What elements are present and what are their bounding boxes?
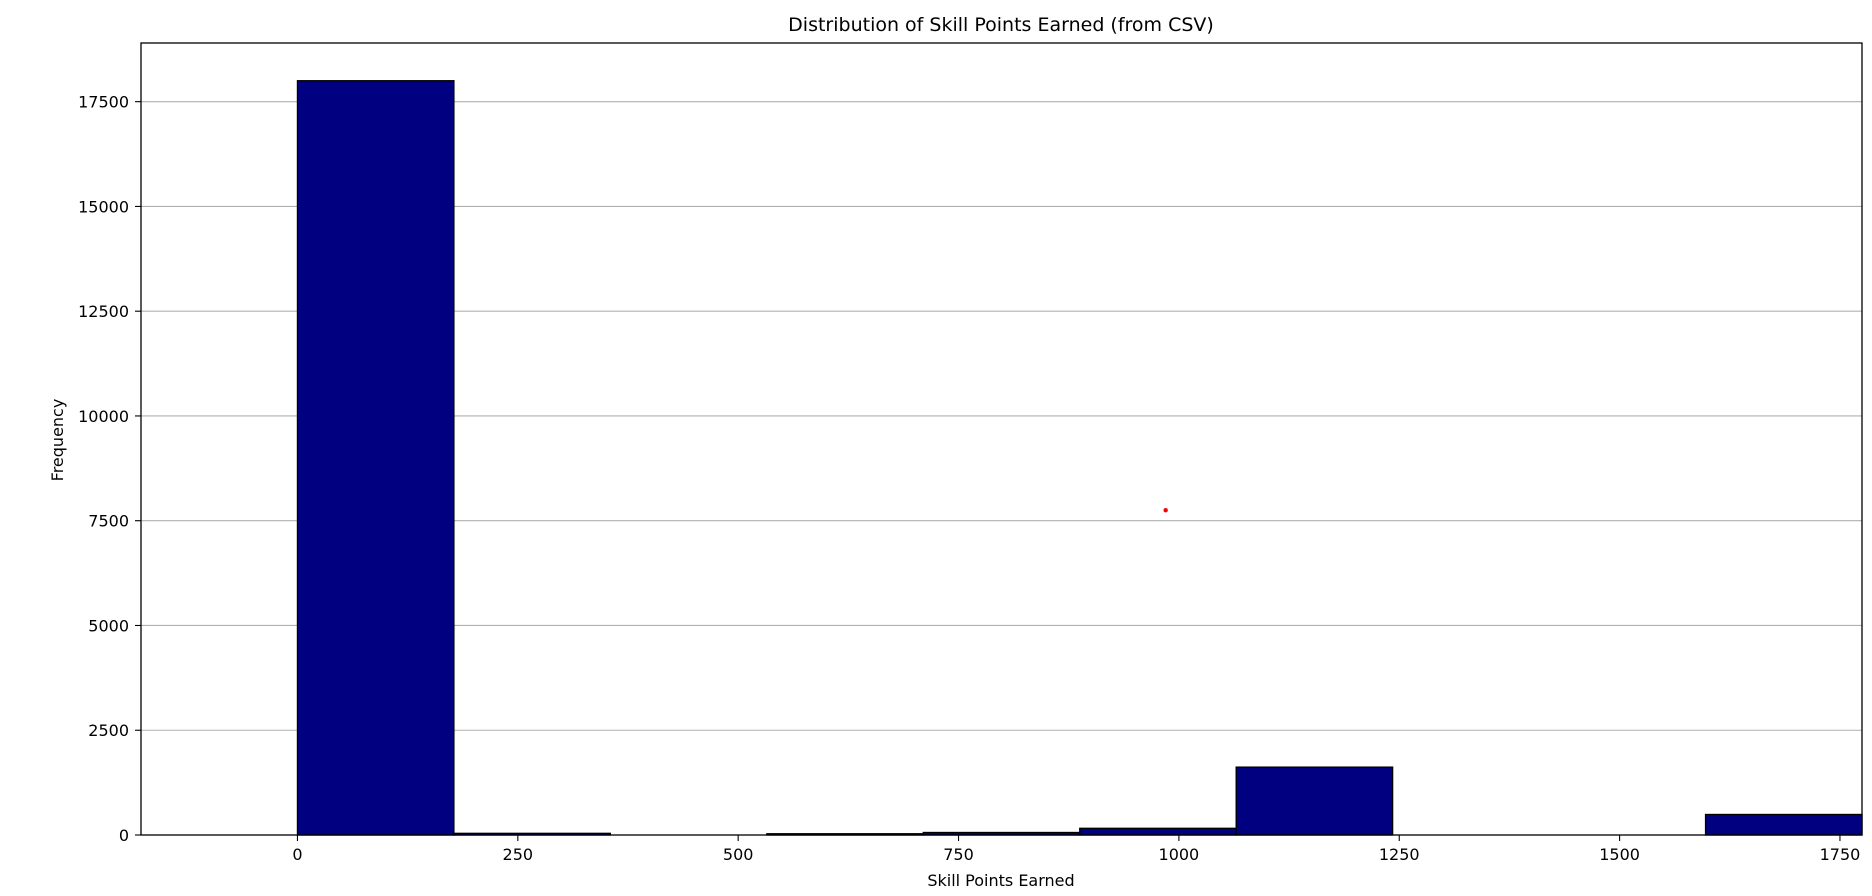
- y-tick-label: 10000: [78, 407, 129, 426]
- y-tick-label: 2500: [88, 721, 129, 740]
- y-tick-label: 17500: [78, 93, 129, 112]
- y-tick-label: 5000: [88, 616, 129, 635]
- plot-frame: [140, 42, 1863, 836]
- x-tick-label: 1250: [1379, 845, 1420, 864]
- histogram-bar: [1235, 766, 1394, 836]
- histogram-bar: [296, 80, 455, 836]
- histogram-bar: [1079, 827, 1237, 836]
- y-tick-label: 7500: [88, 512, 129, 531]
- y-tick-label: 0: [119, 826, 129, 845]
- x-tick-label: 1500: [1599, 845, 1640, 864]
- x-tick-label: 1000: [1159, 845, 1200, 864]
- x-tick-label: 750: [943, 845, 974, 864]
- x-axis-ticks: 0 250 500 750 1000 1250 1500 1750: [292, 835, 1860, 864]
- x-tick-label: 1750: [1820, 845, 1861, 864]
- x-axis-label: Skill Points Earned: [927, 871, 1074, 890]
- x-tick-label: 250: [503, 845, 534, 864]
- annotation-point: [1163, 508, 1168, 513]
- histogram-bars: [296, 80, 1863, 836]
- y-axis-label: Frequency: [48, 399, 67, 482]
- chart-title: Distribution of Skill Points Earned (fro…: [788, 14, 1214, 36]
- y-axis-ticks: 0 2500 5000 7500 10000 12500 15000 17500: [78, 93, 141, 845]
- x-tick-label: 0: [292, 845, 302, 864]
- histogram-bar: [1704, 813, 1863, 836]
- y-tick-label: 12500: [78, 302, 129, 321]
- annotations: [1163, 508, 1168, 513]
- x-tick-label: 500: [723, 845, 754, 864]
- y-tick-label: 15000: [78, 197, 129, 216]
